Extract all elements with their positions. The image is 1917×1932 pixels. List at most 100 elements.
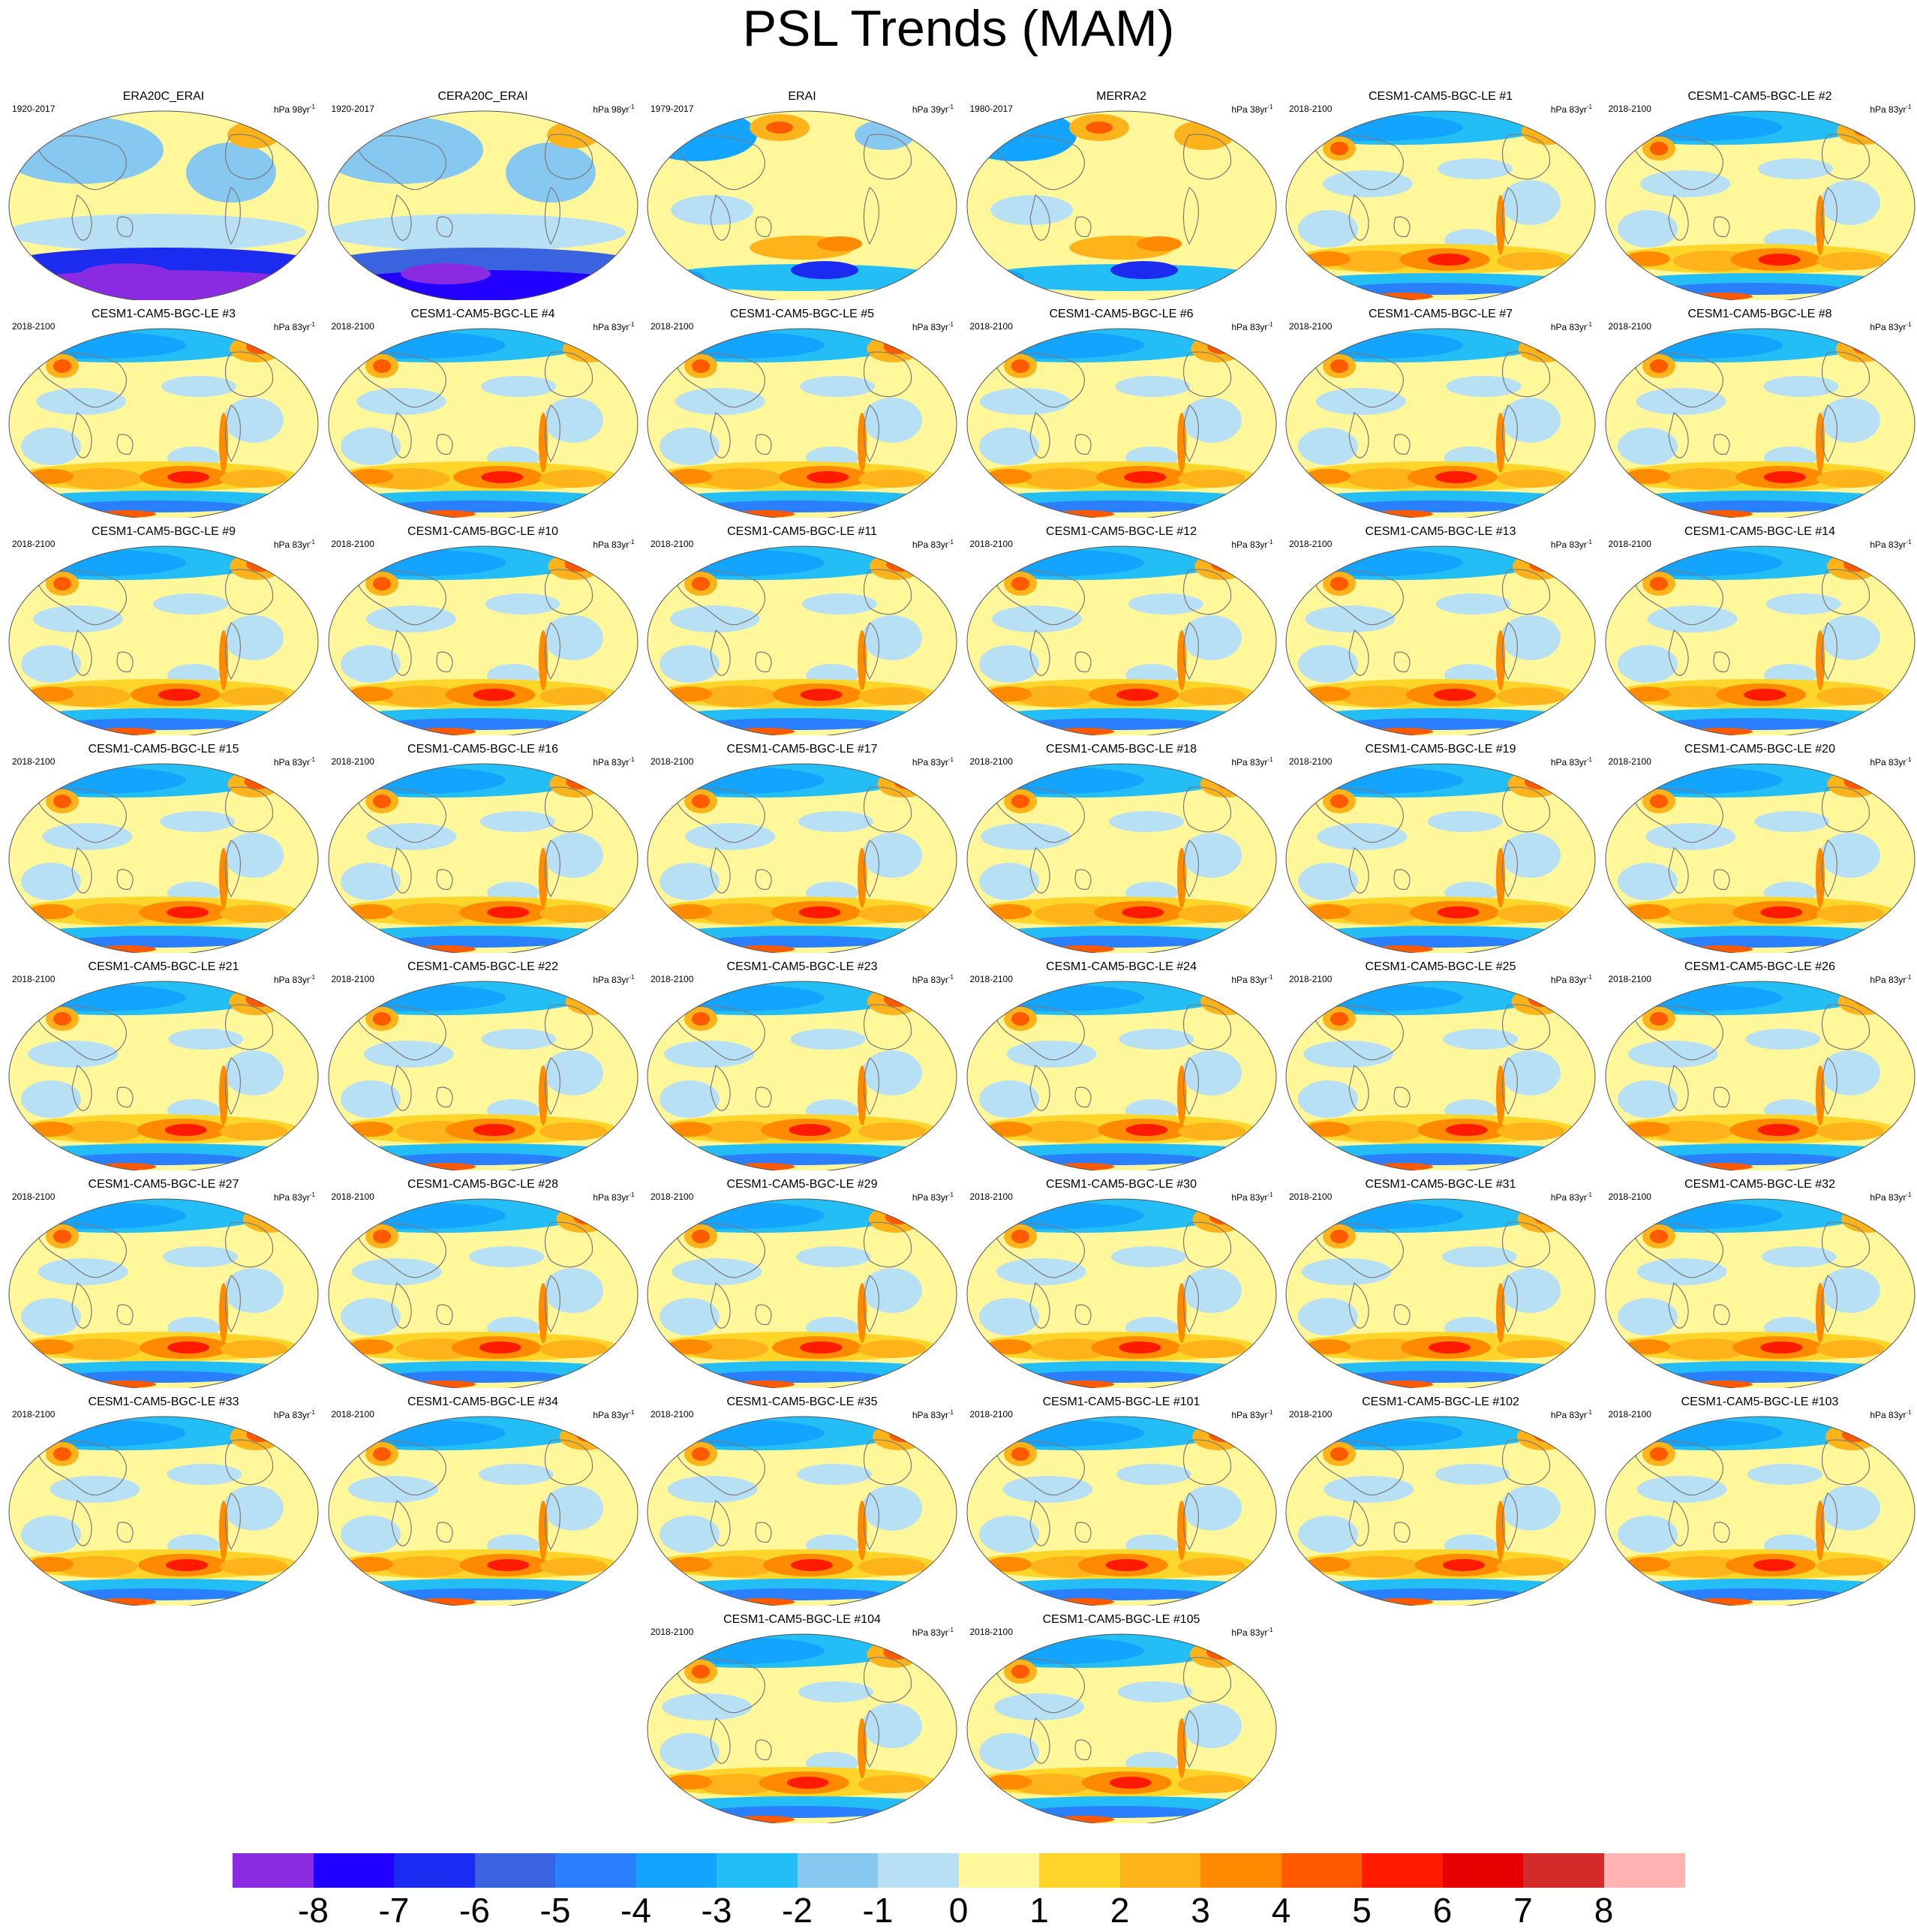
light-blue-patch bbox=[1305, 605, 1396, 632]
light-blue-patch bbox=[340, 645, 401, 683]
panel-units-text: hPa 83yr bbox=[1550, 1410, 1587, 1420]
light-blue-patch bbox=[21, 1516, 81, 1553]
coastline bbox=[1312, 1223, 1404, 1278]
coastline bbox=[755, 216, 772, 238]
panel-units-text: hPa 83yr bbox=[273, 757, 310, 768]
southern-high bbox=[539, 905, 607, 923]
light-blue-patch bbox=[224, 1486, 284, 1531]
coastline bbox=[116, 1304, 134, 1326]
coastline bbox=[674, 135, 765, 191]
light-blue-patch bbox=[991, 605, 1082, 632]
trend-field bbox=[648, 1417, 957, 1606]
southern-high bbox=[379, 686, 462, 707]
panel-years: 2018-2100 bbox=[969, 756, 1013, 767]
antarctic-low-core bbox=[1662, 1371, 1843, 1383]
panel-units-exponent: -1 bbox=[1906, 539, 1912, 545]
antarctic-low-core bbox=[66, 1153, 246, 1165]
coastline bbox=[674, 353, 765, 408]
north-atlantic-core bbox=[1524, 774, 1552, 789]
map-panel: CESM1-CAM5-BGC-LE #30 2018-2100 hPa 83yr-1 bbox=[964, 1178, 1279, 1388]
panel-units-text: hPa 98yr bbox=[593, 104, 629, 115]
southern-high bbox=[695, 1774, 778, 1795]
panel-title: MERRA2 bbox=[1096, 90, 1146, 103]
light-blue-patch bbox=[38, 1258, 128, 1285]
coastline bbox=[224, 351, 274, 398]
panel-units: hPa 83yr-1 bbox=[1231, 537, 1272, 550]
light-blue-patch bbox=[1819, 1050, 1880, 1095]
coastline bbox=[1501, 569, 1551, 615]
coastline bbox=[1182, 404, 1199, 463]
light-blue-patch bbox=[1298, 1080, 1358, 1118]
panel-years: 2018-2100 bbox=[1608, 1409, 1651, 1420]
light-blue-patch bbox=[1298, 645, 1358, 683]
antarctic-low-core bbox=[66, 1371, 246, 1383]
map-outline bbox=[328, 981, 638, 1170]
map-graphic bbox=[8, 110, 319, 300]
panel-title: CESM1-CAM5-BGC-LE #29 bbox=[726, 1178, 878, 1191]
southern-high bbox=[391, 903, 474, 924]
antarctic-low-core bbox=[1343, 1588, 1523, 1600]
coastline bbox=[1348, 1065, 1369, 1111]
panel-units: hPa 83yr-1 bbox=[1870, 972, 1911, 985]
panel-units: hPa 83yr-1 bbox=[1231, 972, 1272, 985]
southern-high bbox=[29, 1122, 74, 1137]
light-blue-patch bbox=[340, 428, 401, 465]
coastline bbox=[710, 1282, 731, 1329]
map-outline bbox=[647, 1416, 957, 1606]
antarctic-low-core bbox=[1343, 1371, 1523, 1383]
colorbar-tick-label: 1 bbox=[1029, 1891, 1049, 1930]
panel-title: CESM1-CAM5-BGC-LE #13 bbox=[1365, 525, 1516, 538]
panel-units: hPa 83yr-1 bbox=[593, 537, 634, 550]
north-atlantic-high bbox=[1517, 1206, 1570, 1233]
coastline bbox=[224, 622, 241, 681]
trend-field bbox=[1286, 1199, 1595, 1388]
north-atlantic-core bbox=[1852, 122, 1880, 137]
southern-high bbox=[1816, 252, 1884, 270]
southern-high bbox=[1177, 687, 1245, 705]
panel-units: hPa 83yr-1 bbox=[1870, 755, 1911, 768]
coastline bbox=[1312, 1005, 1404, 1061]
asia-high-core bbox=[1330, 795, 1348, 808]
north-atlantic-high bbox=[1516, 1423, 1570, 1450]
coastline bbox=[354, 353, 446, 408]
arctic-low-core bbox=[1605, 767, 1783, 794]
coastline bbox=[436, 1304, 453, 1326]
southern-high bbox=[347, 469, 393, 484]
map-outline bbox=[966, 763, 1276, 953]
arctic-low-core bbox=[1605, 114, 1783, 141]
light-blue-patch bbox=[795, 1246, 871, 1267]
coastline bbox=[863, 622, 879, 681]
asia-high-core bbox=[1011, 1230, 1029, 1243]
panel-units-exponent: -1 bbox=[1586, 104, 1592, 110]
panel-units-exponent: -1 bbox=[309, 539, 315, 545]
colorbar-tick-label: -4 bbox=[620, 1891, 651, 1930]
coastline bbox=[1631, 353, 1723, 408]
coastline bbox=[224, 134, 274, 180]
panel-years: 1920-2017 bbox=[12, 104, 56, 114]
colorbar-swatch bbox=[555, 1853, 636, 1888]
light-blue-patch bbox=[1298, 210, 1358, 248]
coastline bbox=[1312, 1441, 1404, 1496]
asia-high-core bbox=[1649, 1230, 1668, 1243]
panel-title: CESM1-CAM5-BGC-LE #27 bbox=[88, 1178, 239, 1191]
panel-units: hPa 83yr-1 bbox=[912, 537, 954, 550]
map-outline bbox=[1605, 981, 1915, 1170]
map-graphic bbox=[1285, 1416, 1596, 1606]
panel-units: hPa 83yr-1 bbox=[912, 1190, 954, 1203]
trend-field bbox=[328, 981, 638, 1170]
light-blue-patch bbox=[660, 428, 720, 465]
southern-high bbox=[1662, 468, 1745, 489]
north-atlantic-high bbox=[1192, 1206, 1245, 1233]
southern-high-core bbox=[1445, 1124, 1488, 1136]
map-panel: CESM1-CAM5-BGC-LE #27 2018-2100 hPa 83yr-1 bbox=[6, 1178, 321, 1388]
panel-units-text: hPa 83yr bbox=[912, 1410, 948, 1420]
southern-high bbox=[698, 1121, 781, 1142]
panel-years: 2018-2100 bbox=[1608, 104, 1651, 114]
north-atlantic-core bbox=[245, 992, 273, 1007]
southern-high bbox=[1030, 1339, 1113, 1360]
trend-field bbox=[1605, 329, 1915, 518]
light-blue-patch bbox=[862, 833, 922, 878]
southern-high bbox=[858, 905, 926, 923]
arctic-high-core bbox=[1085, 122, 1113, 134]
coastline bbox=[544, 1492, 560, 1551]
